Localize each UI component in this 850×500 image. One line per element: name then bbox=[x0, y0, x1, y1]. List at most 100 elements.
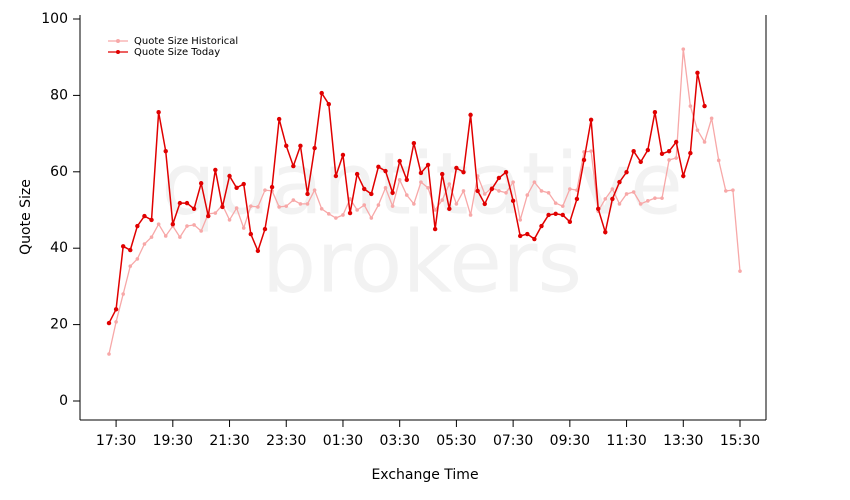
data-point bbox=[603, 229, 608, 235]
x-tick-label: 01:30 bbox=[323, 433, 363, 449]
data-point bbox=[610, 187, 615, 191]
data-point bbox=[546, 191, 551, 195]
data-point bbox=[248, 231, 253, 237]
data-point bbox=[107, 352, 111, 356]
data-point bbox=[305, 191, 310, 197]
data-point bbox=[241, 181, 246, 187]
data-point bbox=[411, 140, 417, 146]
data-point bbox=[681, 47, 686, 51]
data-point bbox=[185, 224, 189, 228]
data-point bbox=[178, 235, 182, 239]
data-point bbox=[539, 189, 544, 193]
data-point bbox=[362, 203, 367, 207]
data-point bbox=[511, 180, 515, 184]
data-point bbox=[397, 178, 402, 182]
x-tick-label: 03:30 bbox=[380, 433, 420, 449]
data-point bbox=[738, 269, 742, 273]
legend-label: Quote Size Today bbox=[134, 47, 220, 58]
data-point bbox=[113, 307, 119, 312]
data-point bbox=[666, 148, 672, 154]
data-point bbox=[355, 208, 359, 212]
data-point bbox=[390, 190, 395, 196]
data-point bbox=[454, 202, 459, 206]
x-tick-label: 17:30 bbox=[96, 433, 136, 449]
data-point bbox=[631, 190, 636, 194]
data-point bbox=[617, 202, 622, 206]
data-point bbox=[156, 110, 161, 115]
x-tick-label: 21:30 bbox=[209, 433, 249, 449]
data-point bbox=[263, 188, 267, 192]
data-point bbox=[163, 234, 168, 238]
y-tick-label: 80 bbox=[50, 87, 68, 103]
data-point bbox=[603, 197, 608, 201]
data-point bbox=[695, 128, 700, 132]
data-point bbox=[426, 186, 430, 190]
data-point bbox=[220, 204, 225, 210]
data-point bbox=[354, 171, 360, 177]
x-tick-label: 05:30 bbox=[436, 433, 476, 449]
data-point bbox=[532, 236, 537, 242]
y-tick-label: 0 bbox=[59, 393, 68, 409]
data-point bbox=[518, 218, 523, 222]
data-point bbox=[305, 202, 310, 206]
data-point bbox=[667, 158, 671, 162]
data-point bbox=[510, 198, 516, 204]
data-point bbox=[191, 206, 197, 212]
data-point bbox=[503, 169, 509, 175]
data-point bbox=[617, 179, 622, 185]
data-point bbox=[610, 196, 615, 202]
data-point bbox=[362, 186, 367, 192]
data-point bbox=[156, 222, 161, 226]
data-point bbox=[404, 177, 409, 183]
y-tick-label: 20 bbox=[50, 317, 68, 333]
data-point bbox=[319, 207, 324, 211]
data-point bbox=[433, 208, 437, 212]
y-tick-label: 60 bbox=[50, 164, 68, 180]
data-point bbox=[234, 185, 239, 191]
data-point bbox=[447, 206, 452, 212]
data-point bbox=[198, 181, 204, 186]
data-point bbox=[468, 213, 473, 217]
data-point bbox=[716, 158, 721, 163]
data-point bbox=[588, 117, 594, 123]
data-point bbox=[199, 229, 203, 233]
data-point bbox=[688, 104, 693, 108]
data-point bbox=[425, 162, 431, 168]
data-point bbox=[383, 168, 388, 174]
data-point bbox=[419, 180, 423, 184]
data-point bbox=[447, 182, 452, 186]
data-point bbox=[589, 149, 593, 153]
data-point bbox=[340, 152, 346, 158]
data-point bbox=[326, 101, 331, 107]
data-point bbox=[440, 171, 445, 177]
data-point bbox=[383, 186, 388, 190]
data-point bbox=[461, 169, 466, 175]
x-tick-label: 23:30 bbox=[266, 433, 306, 449]
data-point bbox=[177, 200, 183, 206]
data-point bbox=[135, 223, 140, 229]
data-point bbox=[496, 175, 502, 181]
data-point bbox=[284, 143, 289, 149]
data-point bbox=[646, 199, 650, 203]
data-point bbox=[227, 218, 232, 222]
data-point bbox=[120, 244, 126, 249]
data-point bbox=[397, 158, 402, 164]
data-point bbox=[121, 292, 125, 296]
data-point bbox=[638, 159, 643, 165]
data-point bbox=[369, 191, 374, 197]
data-point bbox=[128, 264, 133, 268]
data-point bbox=[497, 189, 501, 193]
legend-marker bbox=[116, 39, 120, 43]
data-point bbox=[695, 70, 700, 76]
data-point bbox=[341, 213, 345, 217]
data-point bbox=[624, 169, 629, 175]
data-point bbox=[376, 203, 381, 207]
data-point bbox=[170, 221, 176, 227]
data-point bbox=[681, 173, 686, 179]
data-point bbox=[454, 165, 459, 171]
data-point bbox=[724, 189, 728, 193]
data-point bbox=[688, 150, 693, 156]
watermark: brokers bbox=[262, 212, 582, 312]
x-tick-label: 15:30 bbox=[720, 433, 760, 449]
data-point bbox=[298, 143, 303, 149]
